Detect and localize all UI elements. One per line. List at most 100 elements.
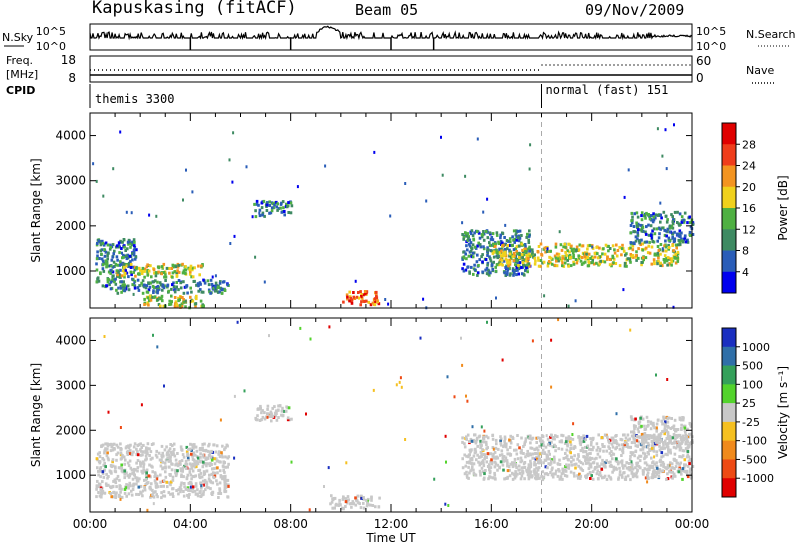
velocity-cell [631,473,635,477]
velocity-cell [511,461,514,465]
power-cell [572,253,575,257]
velocity-cell [643,424,646,428]
velocity-noise-cell [545,434,548,438]
power-noise-cell [95,179,98,183]
power-ytick-label: 4000 [55,129,86,143]
power-cell [652,258,656,262]
power-cell [608,258,612,261]
power-noise-cell [185,168,187,172]
power-cell [265,209,269,212]
power-cell [116,273,119,277]
velocity-cell [540,451,544,455]
power-cell [620,247,624,251]
velocity-cell [482,435,485,439]
velocity-cell [646,471,650,475]
velocity-cell [342,495,345,499]
velocity-cell [266,412,269,416]
velocity-cell [523,443,526,447]
power-cell [272,206,276,210]
velocity-cell [582,439,586,443]
power-cell [502,243,505,247]
velocity-cell [479,444,483,448]
velocity-cell [647,423,650,427]
velocity-cell [205,485,209,489]
velocity-cell [137,493,141,496]
power-cell [162,286,166,290]
velocity-cell [362,501,365,505]
velocity-cell [650,436,653,440]
power-cell [641,225,645,229]
power-cell [280,201,283,205]
velocity-cell [188,467,192,471]
power-noise-cell [528,167,531,171]
velocity-cell [529,473,532,477]
power-cell [150,295,153,299]
power-cell [275,205,279,209]
power-cell [496,251,499,254]
velocity-cell [541,435,545,439]
power-noise-cell [214,274,217,278]
velocity-cell [641,469,645,472]
velocity-cell [647,443,651,447]
velocity-noise-cell [465,394,467,398]
power-cell [191,266,194,270]
velocity-cell [283,409,286,413]
power-cell [598,246,601,250]
velocity-cell [535,474,539,478]
velocity-cell [261,409,264,413]
power-cell [645,240,649,244]
power-cell [507,264,510,268]
velocity-cell [463,445,467,449]
velocity-cell [464,464,468,468]
power-noise-cell [461,221,464,225]
power-cell [667,238,671,242]
velocity-cell [573,462,577,466]
velocity-cell [634,450,637,454]
velocity-cell [102,475,106,479]
velocity-cell [579,474,583,478]
power-cell [644,216,647,220]
velocity-cell [595,465,599,469]
velocity-cell [112,442,116,446]
velocity-cell [105,472,108,476]
velocity-cell [479,471,482,475]
velocity-noise-cell [550,385,553,389]
velocity-noise-cell [189,485,192,489]
velocity-cell [182,494,186,498]
power-cell [116,258,119,262]
velocity-cell [528,452,532,456]
velocity-cell [493,456,496,460]
velocity-cell [119,447,122,451]
velocity-xtick-label: 12:00 [374,517,409,531]
velocity-cell [637,421,641,425]
velocity-cell [585,474,589,478]
power-cell [346,295,349,299]
power-cell [476,273,479,277]
power-cell [680,215,684,219]
velocity-cell [226,465,229,469]
velocity-cell [126,453,129,456]
velocity-cell [474,447,477,451]
power-cell [143,303,146,306]
power-cell [121,240,124,244]
power-cell [96,276,100,280]
power-cell [219,280,222,284]
velocity-cell [103,461,106,465]
velocity-cell [133,442,137,446]
velocity-cell [550,473,554,477]
power-noise-cell [389,214,392,218]
power-cell [494,242,497,246]
power-colorbar-segment [722,271,736,294]
velocity-cell [643,433,647,437]
power-cell [598,262,601,266]
velocity-cell [658,435,661,439]
velocity-noise-cell [140,403,143,407]
power-cell [195,297,198,301]
power-cell [554,256,558,260]
velocity-cell [528,434,532,438]
velocity-cell [155,482,159,486]
power-cell [595,261,598,265]
velocity-noise-cell [501,358,504,362]
nave-top-tick: 60 [696,54,711,68]
velocity-cell [195,460,199,464]
